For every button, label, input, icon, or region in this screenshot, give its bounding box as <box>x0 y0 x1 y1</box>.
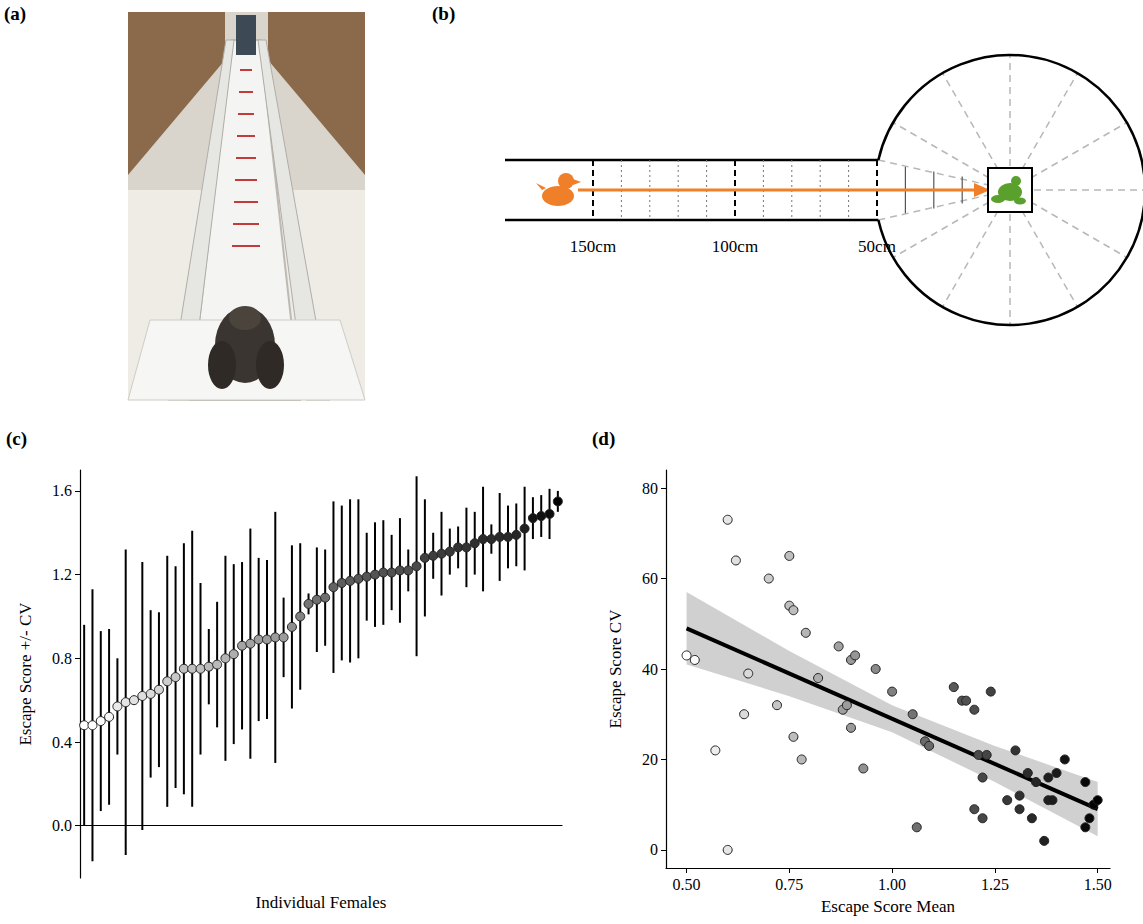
svg-text:150cm: 150cm <box>570 237 616 256</box>
svg-text:40: 40 <box>642 661 658 678</box>
svg-text:0.75: 0.75 <box>775 876 803 893</box>
svg-text:20: 20 <box>642 751 658 768</box>
svg-text:1.50: 1.50 <box>1084 876 1112 893</box>
svg-text:1.25: 1.25 <box>981 876 1009 893</box>
svg-text:(a): (a) <box>4 3 26 25</box>
html-text:(c): (c) <box>6 428 28 449</box>
svg-text:0: 0 <box>650 841 658 858</box>
svg-text:1.00: 1.00 <box>878 876 906 893</box>
svg-text:Escape Score +/- CV: Escape Score +/- CV <box>16 602 35 746</box>
svg-text:0.50: 0.50 <box>673 876 701 893</box>
svg-text:50cm: 50cm <box>858 237 896 256</box>
svg-text:Escape Score CV: Escape Score CV <box>606 609 625 729</box>
html-text:(d): (d) <box>592 428 616 449</box>
svg-text:60: 60 <box>642 570 658 587</box>
svg-text:Escape Score Mean: Escape Score Mean <box>821 897 956 916</box>
svg-text:80: 80 <box>642 480 658 497</box>
svg-text:0.4: 0.4 <box>52 734 72 751</box>
svg-text:0.0: 0.0 <box>52 817 72 834</box>
svg-text:100cm: 100cm <box>712 237 758 256</box>
svg-text:Individual Females: Individual Females <box>256 893 387 912</box>
svg-text:1.2: 1.2 <box>52 566 72 583</box>
svg-text:1.6: 1.6 <box>52 482 72 499</box>
svg-text:(b): (b) <box>432 3 455 25</box>
svg-text:0.8: 0.8 <box>52 650 72 667</box>
